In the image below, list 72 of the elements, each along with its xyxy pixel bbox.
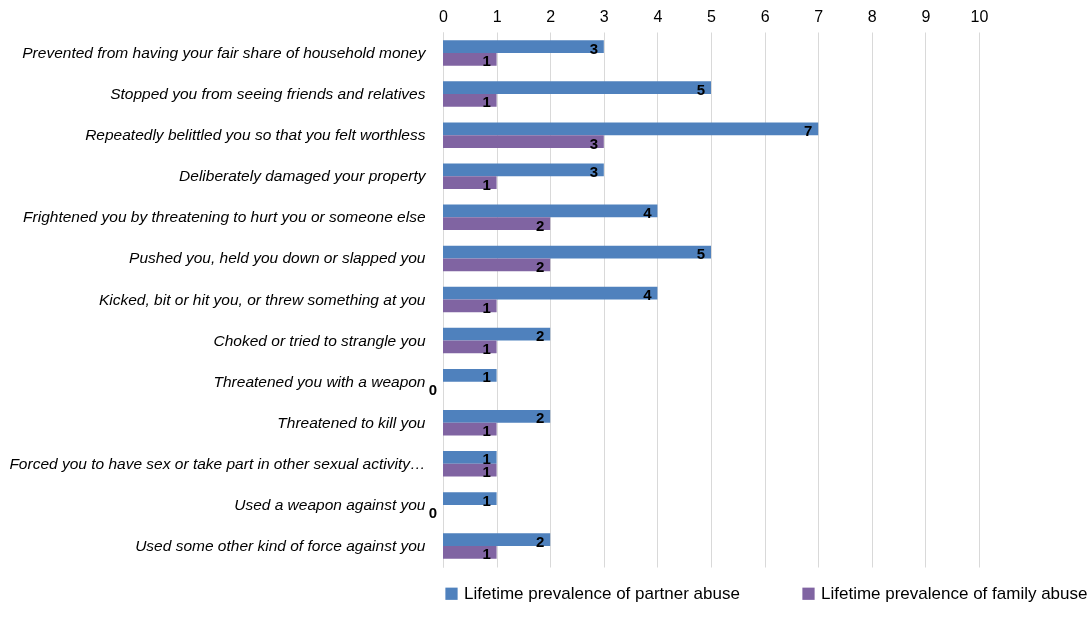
data-label: 0 — [428, 381, 438, 399]
legend-label: Lifetime prevalence of partner abuse — [464, 583, 740, 603]
data-label: 1 — [482, 298, 491, 316]
bar — [443, 533, 551, 547]
x-tick-label: 1 — [492, 7, 502, 25]
y-tick-label: Forced you to have sex or take part in other sexual activity… — [9, 454, 426, 472]
y-tick-label: Prevented from having your fair share of household money — [22, 43, 427, 61]
data-label: 0 — [428, 504, 438, 522]
data-label: 2 — [536, 532, 545, 550]
bar — [443, 451, 497, 464]
data-label: 1 — [482, 339, 491, 357]
data-label: 1 — [482, 545, 491, 563]
x-tick-label: 4 — [653, 7, 663, 25]
bar — [443, 81, 711, 95]
bar — [443, 217, 551, 231]
bar — [443, 368, 497, 382]
data-label: 2 — [536, 327, 545, 345]
y-tick-label: Frightened you by threatening to hurt you or someone else — [23, 208, 426, 226]
bar — [443, 492, 497, 505]
data-label: 5 — [696, 245, 706, 263]
bar — [443, 286, 658, 300]
bar — [443, 546, 497, 559]
bar — [443, 176, 497, 189]
legend-label: Lifetime prevalence of family abuse — [821, 583, 1088, 603]
bar — [443, 327, 551, 341]
data-label: 1 — [482, 491, 491, 509]
data-label: 7 — [804, 121, 813, 139]
data-label: 2 — [536, 409, 545, 427]
data-label: 3 — [589, 39, 598, 57]
x-tick-label: 7 — [814, 7, 824, 25]
bar — [443, 40, 604, 53]
x-tick-label: 0 — [439, 7, 449, 25]
y-tick-label: Deliberately damaged your property — [179, 167, 427, 185]
bar — [443, 245, 711, 259]
data-label: 4 — [643, 286, 653, 304]
bar — [443, 422, 497, 436]
y-tick-label: Kicked, bit or hit you, or threw something at you — [98, 290, 426, 308]
data-label: 1 — [482, 175, 491, 193]
y-tick-label: Threatened you with a weapon — [213, 372, 426, 390]
y-tick-label: Pushed you, held you down or slapped you — [129, 249, 426, 267]
y-tick-label: Used some other kind of force against you — [135, 537, 426, 555]
bar — [443, 135, 604, 148]
y-tick-label: Threatened to kill you — [277, 413, 426, 431]
x-tick-label: 5 — [707, 7, 717, 25]
y-tick-label: Stopped you from seeing friends and relatives — [110, 85, 426, 103]
bar — [443, 94, 497, 107]
y-tick-label: Repeatedly belittled you so that you felt worthless — [85, 126, 426, 144]
data-label: 2 — [536, 216, 545, 234]
bar — [443, 204, 658, 218]
bar — [443, 122, 819, 136]
y-tick-label: Choked or tried to strangle you — [213, 331, 426, 349]
x-tick-label: 9 — [921, 7, 931, 25]
y-tick-label: Used a weapon against you — [234, 495, 426, 513]
x-tick-label: 8 — [867, 7, 877, 25]
data-label: 1 — [482, 368, 491, 386]
x-tick-label: 3 — [599, 7, 609, 25]
bar — [443, 163, 604, 177]
bar — [443, 258, 551, 272]
x-tick-label: 10 — [970, 7, 989, 25]
data-label: 2 — [536, 257, 545, 275]
data-label: 3 — [589, 162, 598, 180]
data-label: 5 — [696, 80, 706, 98]
data-label: 3 — [589, 134, 598, 152]
x-tick-label: 6 — [760, 7, 770, 25]
bar — [443, 410, 551, 423]
bar — [443, 463, 497, 477]
x-tick-label: 2 — [546, 7, 556, 25]
data-label: 1 — [482, 52, 491, 70]
data-label: 1 — [482, 422, 491, 440]
data-label: 1 — [482, 93, 491, 111]
data-label: 4 — [643, 203, 653, 221]
bar — [443, 52, 497, 66]
